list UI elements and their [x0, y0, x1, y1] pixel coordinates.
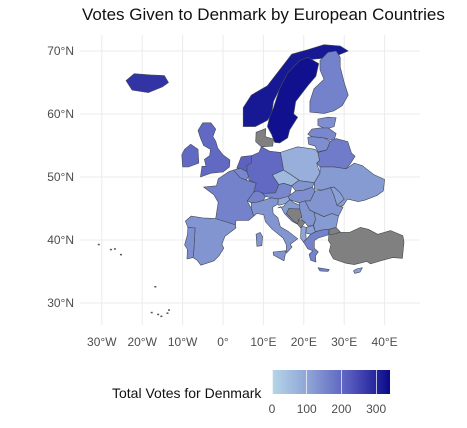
country-united-kingdom	[197, 122, 231, 178]
lon-tick-label: 0°	[217, 335, 229, 349]
country-ireland	[181, 143, 200, 168]
legend-title: Total Votes for Denmark	[112, 385, 262, 401]
country-portugal	[184, 227, 196, 260]
country-greece	[317, 267, 330, 272]
legend-label: 0	[268, 402, 276, 416]
country-iceland	[125, 73, 169, 93]
country-greece	[303, 229, 330, 263]
lon-tick-label: 10°W	[168, 335, 198, 349]
island-speck	[166, 312, 169, 314]
lon-tick-label: 30°E	[331, 335, 357, 349]
lon-tick-label: 40°E	[372, 335, 398, 349]
country-denmark	[255, 128, 274, 148]
country-sweden	[267, 57, 319, 144]
island-speck	[113, 248, 116, 250]
country-italy	[255, 232, 263, 247]
lat-tick-label: 70°N	[47, 44, 74, 58]
country-france	[203, 169, 257, 226]
legend-tick-mark	[375, 370, 377, 394]
country-estonia	[317, 116, 337, 130]
country-turkey	[328, 227, 341, 236]
country-belarus	[316, 138, 356, 170]
island-speck	[150, 311, 153, 314]
island-speck	[168, 309, 171, 311]
country-ukraine	[314, 162, 385, 207]
country-italy	[272, 250, 287, 262]
legend-label: 100	[296, 402, 317, 416]
lon-tick-label: 10°E	[250, 335, 276, 349]
country-cyprus	[353, 267, 363, 274]
lat-tick-label: 30°N	[47, 296, 74, 310]
legend-label: 200	[331, 402, 352, 416]
island-speck	[157, 313, 160, 316]
legend-tick-mark	[340, 370, 342, 394]
map-title: Votes Given to Denmark by European Count…	[82, 5, 445, 24]
lon-tick-label: 20°W	[127, 335, 157, 349]
legend-tick-mark	[271, 370, 273, 394]
lat-tick-label: 40°N	[47, 233, 74, 247]
island-speck	[160, 315, 163, 318]
lon-tick-label: 20°E	[291, 335, 317, 349]
island-speck	[97, 243, 100, 246]
island-speck	[154, 285, 157, 288]
country-bosnia-and-herzegovina	[286, 208, 303, 225]
legend-label: 300	[366, 402, 387, 416]
country-italy	[251, 197, 298, 254]
country-albania	[300, 225, 307, 243]
lon-tick-label: 30°W	[87, 335, 117, 349]
country-austria	[261, 183, 292, 200]
legend-color-bar	[272, 370, 390, 394]
lat-tick-label: 50°N	[47, 170, 74, 184]
island-speck	[119, 253, 122, 256]
country-finland	[309, 50, 349, 114]
island-speck	[109, 248, 112, 251]
lat-tick-label: 60°N	[47, 107, 74, 121]
legend-tick-mark	[306, 370, 308, 394]
country-turkey	[328, 227, 405, 265]
